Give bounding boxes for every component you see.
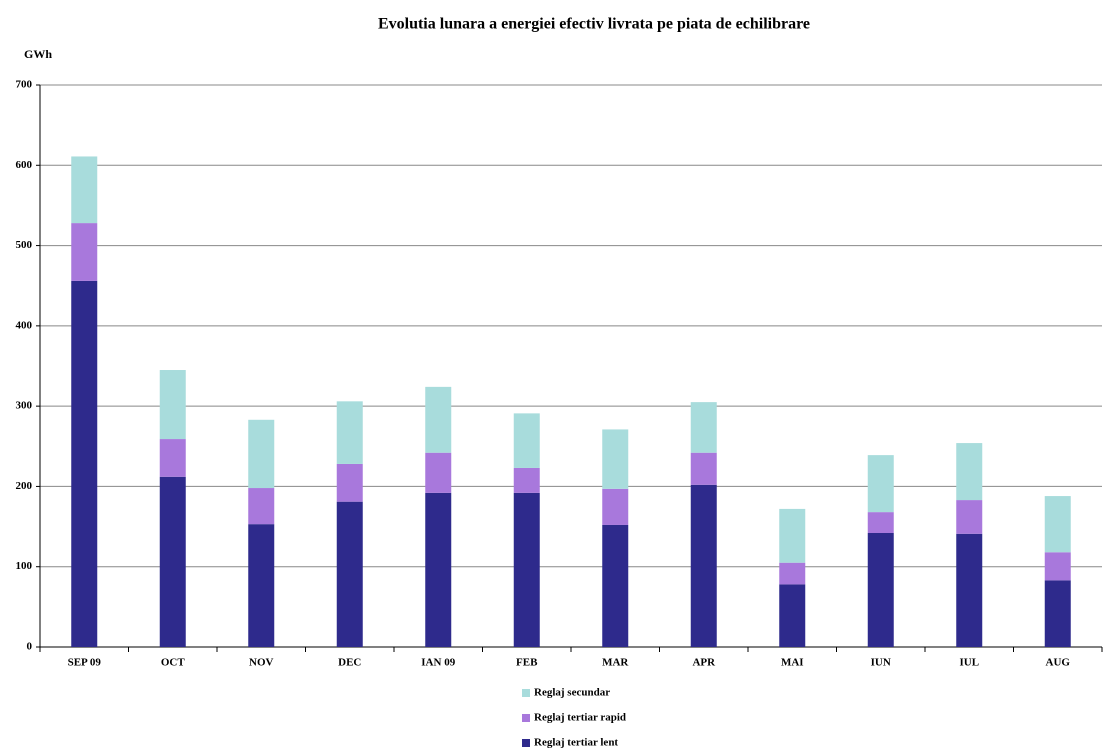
bar-segment [602, 488, 629, 525]
y-tick-label: 200 [16, 480, 33, 492]
x-tick-label: AUG [1046, 657, 1071, 669]
x-tick-label: IUL [959, 657, 979, 669]
y-tick-label: 500 [16, 239, 33, 251]
bar-segment [690, 452, 717, 485]
bar-segment [159, 439, 186, 477]
x-tick-label: IUN [871, 657, 891, 669]
bar-segment [956, 443, 983, 501]
legend-swatch [522, 714, 530, 722]
bar-segment [425, 492, 452, 647]
bar-segment [425, 452, 452, 493]
bar-segment [867, 455, 894, 513]
chart-title: Evolutia lunara a energiei efectiv livra… [378, 16, 810, 33]
bar-segment [513, 413, 540, 468]
bar-segment [248, 419, 275, 489]
x-tick-label: IAN 09 [421, 657, 455, 669]
legend-label: Reglaj tertiar lent [534, 737, 618, 749]
bar-segment [336, 501, 363, 647]
bar-segment [248, 488, 275, 525]
bar-segment [248, 524, 275, 647]
bar-segment [1044, 496, 1071, 553]
bar-segment [159, 370, 186, 440]
bar-segment [71, 223, 98, 281]
bar-segment [602, 524, 629, 647]
x-tick-label: SEP 09 [68, 657, 102, 669]
bar-segment [336, 401, 363, 464]
x-tick-label: APR [692, 657, 716, 669]
bar-segment [71, 156, 98, 224]
bar-segment [779, 562, 806, 585]
x-tick-label: DEC [338, 657, 361, 669]
bar-segment [779, 584, 806, 647]
bar-segment [1044, 552, 1071, 581]
legend-swatch [522, 739, 530, 747]
x-tick-label: OCT [161, 657, 186, 669]
bar-segment [867, 512, 894, 533]
y-tick-label: 400 [16, 319, 33, 331]
bar-segment [159, 476, 186, 647]
y-tick-label: 700 [16, 79, 33, 91]
y-tick-label: 600 [16, 159, 33, 171]
x-tick-label: MAR [602, 657, 629, 669]
legend-swatch [522, 689, 530, 697]
legend-label: Reglaj secundar [534, 687, 610, 699]
bar-segment [956, 500, 983, 534]
bar-segment [690, 402, 717, 453]
bar-segment [513, 467, 540, 493]
x-tick-label: FEB [516, 657, 538, 669]
bar-segment [690, 484, 717, 647]
bar-segment [425, 386, 452, 453]
y-axis-label: GWh [24, 47, 52, 61]
x-tick-label: MAI [781, 657, 804, 669]
bar-segment [513, 492, 540, 647]
bar-segment [71, 280, 98, 647]
y-tick-label: 300 [16, 400, 33, 412]
legend-label: Reglaj tertiar rapid [534, 712, 626, 724]
y-tick-label: 100 [16, 560, 33, 572]
bar-segment [602, 429, 629, 489]
bar-segment [1044, 580, 1071, 647]
bar-segment [956, 533, 983, 647]
x-tick-label: NOV [249, 657, 274, 669]
bar-segment [336, 463, 363, 502]
bar-segment [779, 508, 806, 563]
bar-segment [867, 532, 894, 647]
y-tick-label: 0 [27, 641, 33, 653]
